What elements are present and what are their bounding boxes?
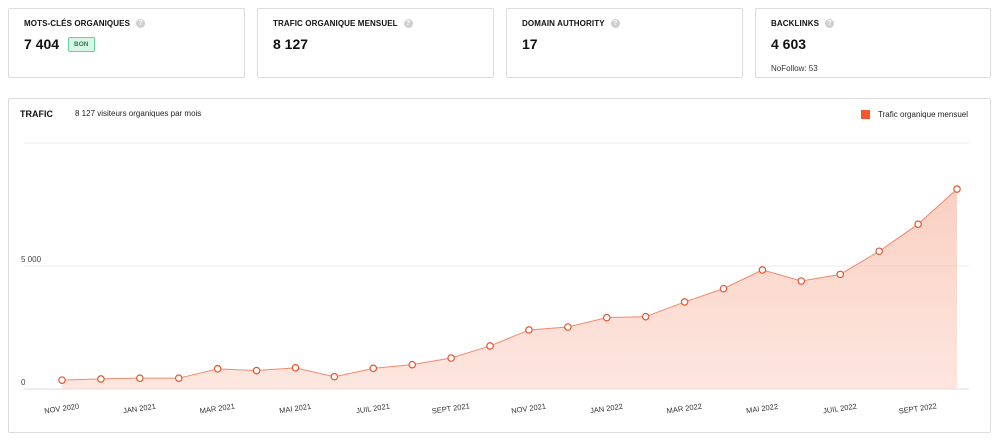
x-tick-label: SEPT 2022 [898,401,937,415]
card-value: 4 603 [771,36,806,52]
data-point [641,312,650,321]
backlinks-value: 4 603 [771,36,807,52]
x-tick-label: JAN 2021 [123,402,157,415]
x-tick-label: MAR 2021 [199,402,235,416]
x-tick-label: SEPT 2021 [431,401,470,415]
x-tick-label: MAR 2022 [666,402,702,416]
data-point [836,270,845,279]
organic-traffic-title: TRAFIC ORGANIQUE MENSUEL [273,19,398,28]
x-tick-label: MAI 2022 [746,402,779,415]
chart-legend[interactable]: Trafic organique mensuel [861,110,968,119]
card-value: 8 127 [273,36,308,52]
data-point [680,298,689,306]
data-point [330,372,339,381]
question-mark-icon[interactable]: ? [403,19,413,28]
card-title: DOMAIN AUTHORITY ? [522,19,620,28]
organic-keywords-card: MOTS-CLÉS ORGANIQUES ? 7 404 BON [8,8,245,78]
organic-traffic-value: 8 127 [273,36,309,52]
data-point [758,266,767,274]
x-tick-label: NOV 2020 [44,402,80,416]
data-point [58,376,66,384]
x-tick-label: JAN 2022 [589,402,623,415]
data-point [252,366,261,375]
status-badge: BON [68,36,95,52]
organic-keywords-value: 7 404 [24,36,60,52]
question-mark-icon[interactable]: ? [610,19,620,28]
traffic-chart-panel: TRAFIC 8 127 visiteurs organiques par mo… [8,98,991,433]
data-point [291,364,300,372]
y-tick-label: 5 000 [21,255,42,264]
traffic-chart: 0 5 000 NOV 2020 JAN 2021 MAR 2021 MAI 2021 JU… [21,142,969,416]
legend-label: Trafic organique mensuel [878,110,968,119]
data-point [564,323,572,331]
organic-keywords-title: MOTS-CLÉS ORGANIQUES [24,19,131,28]
data-point [953,185,961,193]
data-point [602,313,611,322]
question-mark-icon[interactable]: ? [136,19,146,28]
x-tick-label: MAI 2021 [279,402,312,415]
data-point [136,374,144,382]
x-tick-label: JUIL 2022 [822,402,857,416]
data-point [914,220,922,228]
card-value: 7 404 BON [24,36,95,52]
data-point [369,364,378,373]
data-point [447,354,455,362]
domain-authority-title: DOMAIN AUTHORITY [522,19,605,28]
domain-authority-card: DOMAIN AUTHORITY ? 17 [506,8,743,78]
data-point [719,284,728,293]
nofollow-count: NoFollow: 53 [771,64,818,73]
organic-traffic-card: TRAFIC ORGANIQUE MENSUEL ? 8 127 [257,8,494,78]
backlinks-card: BACKLINKS ? 4 603 NoFollow: 53 [755,8,991,78]
card-value: 17 [522,36,538,52]
data-point [486,342,494,350]
question-mark-icon[interactable]: ? [825,19,835,28]
chart-subtitle: 8 127 visiteurs organiques par mois [75,109,202,118]
card-title: BACKLINKS ? [771,19,835,28]
x-tick-label: JUIL 2021 [356,402,391,416]
domain-authority-value: 17 [522,36,538,52]
series-area [62,189,957,389]
data-point [525,326,533,334]
backlinks-title: BACKLINKS [771,19,820,28]
data-point [174,374,183,382]
card-title: MOTS-CLÉS ORGANIQUES ? [24,19,146,28]
y-tick-label: 0 [21,378,26,387]
data-point [797,277,806,285]
data-point [875,247,883,256]
series-line [61,188,958,381]
chart-title: TRAFIC [20,109,53,119]
data-point [97,375,105,383]
x-tick-label: NOV 2021 [511,402,547,416]
card-title: TRAFIC ORGANIQUE MENSUEL ? [273,19,413,28]
data-point [213,365,222,373]
data-point [408,360,417,369]
legend-swatch [861,110,871,119]
